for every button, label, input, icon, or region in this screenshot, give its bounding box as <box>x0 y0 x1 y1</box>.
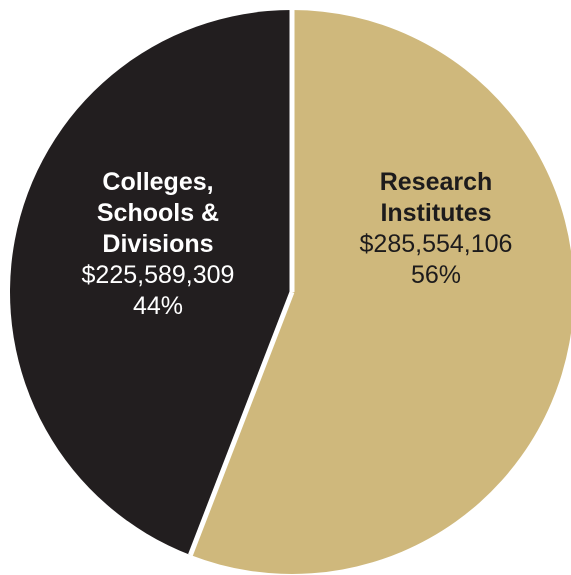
slice-label-name-1: Divisions <box>102 230 213 258</box>
pie-slice-0 <box>190 10 571 574</box>
slice-separator-bottom <box>188 291 295 556</box>
slice-percent-label-0: 56% <box>411 261 461 289</box>
pie-slices <box>10 10 571 574</box>
slice-percent-label-1: 44% <box>133 292 183 320</box>
slice-value-label-0: $285,554,106 <box>360 230 513 258</box>
pie-labels: Research Institutes $285,554,106 56% College… <box>82 168 513 320</box>
slice-label-name-0: Institutes <box>380 199 491 227</box>
slice-value-label-1: $225,589,309 <box>82 261 235 289</box>
slice-label-name-0: Research <box>380 168 493 196</box>
slice-label-name-1: Colleges, <box>102 168 213 196</box>
pie-slice-1 <box>10 10 292 556</box>
slice-label-name-1: Schools & <box>97 199 219 227</box>
